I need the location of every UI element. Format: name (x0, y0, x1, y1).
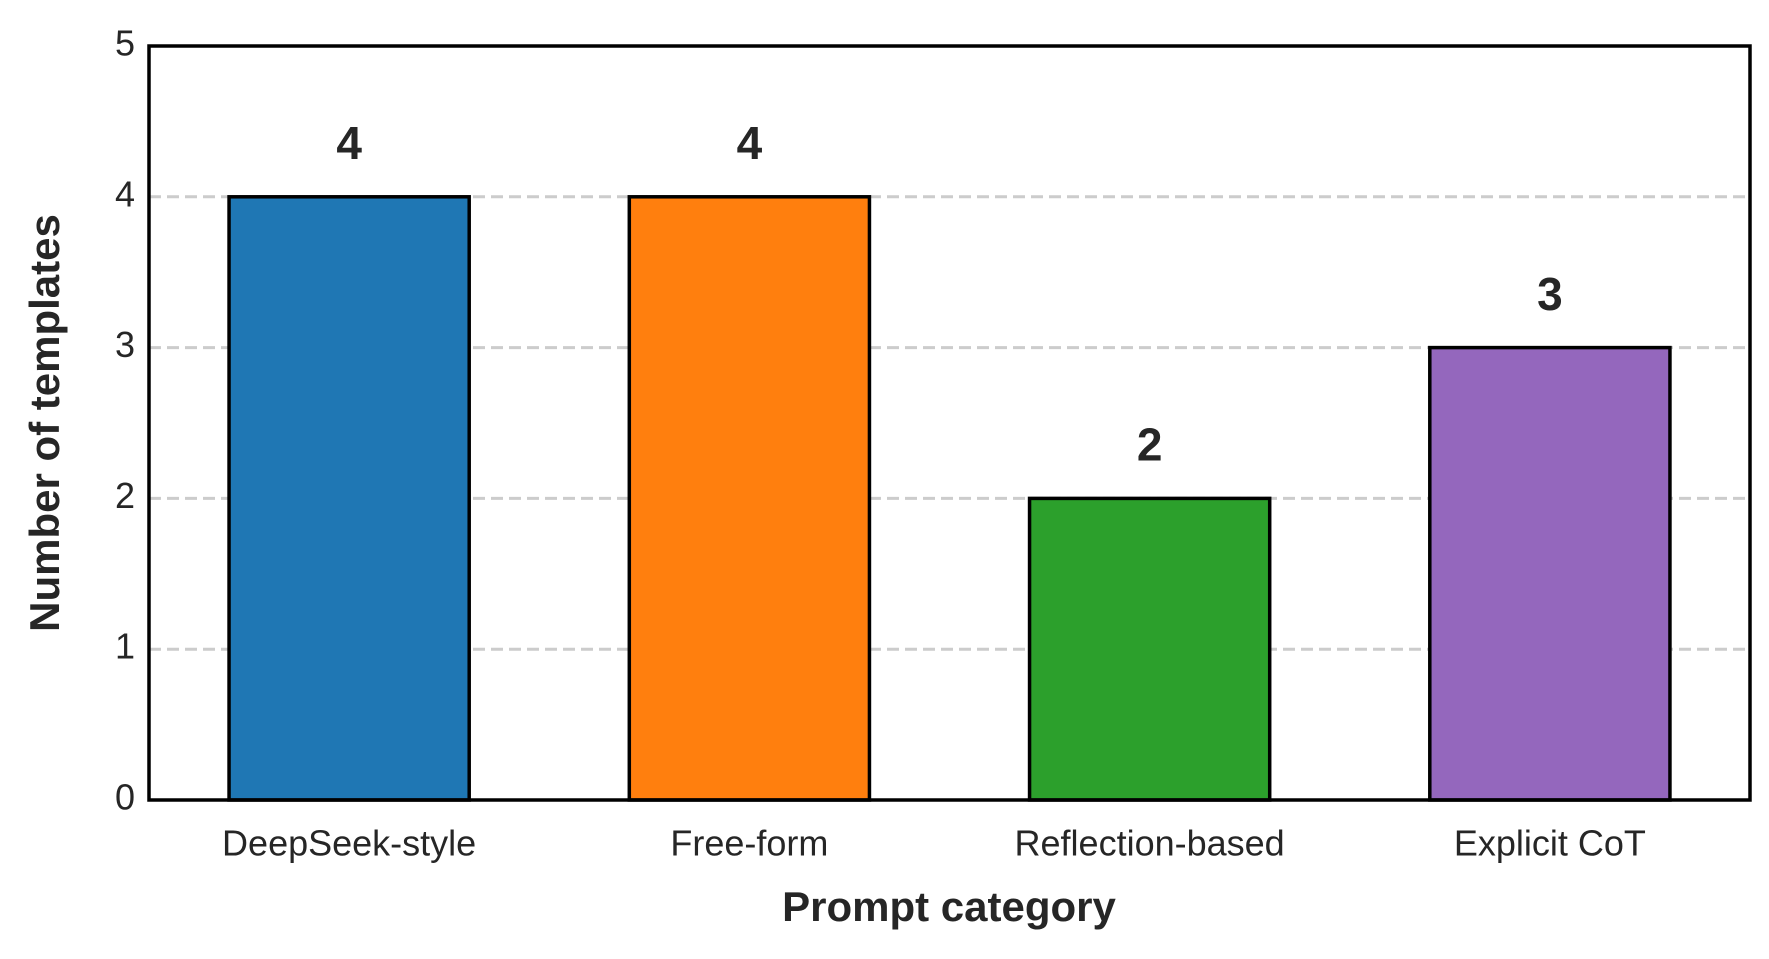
y-tick-label: 0 (115, 777, 135, 818)
y-axis-label: Number of templates (21, 214, 68, 632)
value-label: 3 (1537, 268, 1563, 320)
x-tick-label: Free-form (670, 823, 828, 864)
value-label: 4 (336, 117, 362, 169)
bar (627, 195, 872, 802)
y-tick-label: 2 (115, 475, 135, 516)
bar (1027, 496, 1272, 802)
y-tick-label: 1 (115, 626, 135, 667)
x-axis-label: Prompt category (782, 883, 1116, 930)
plot-frame (147, 44, 1752, 802)
y-tick-label: 3 (115, 324, 135, 365)
value-label: 4 (737, 117, 763, 169)
x-tick-label: DeepSeek-style (222, 823, 476, 864)
x-tick-label: Explicit CoT (1454, 823, 1646, 864)
y-tick-label: 5 (115, 23, 135, 64)
y-tick-label: 4 (115, 173, 135, 214)
bar (1428, 345, 1672, 802)
x-tick-label: Reflection-based (1015, 823, 1285, 864)
value-label: 2 (1137, 419, 1163, 471)
bar (227, 195, 471, 802)
